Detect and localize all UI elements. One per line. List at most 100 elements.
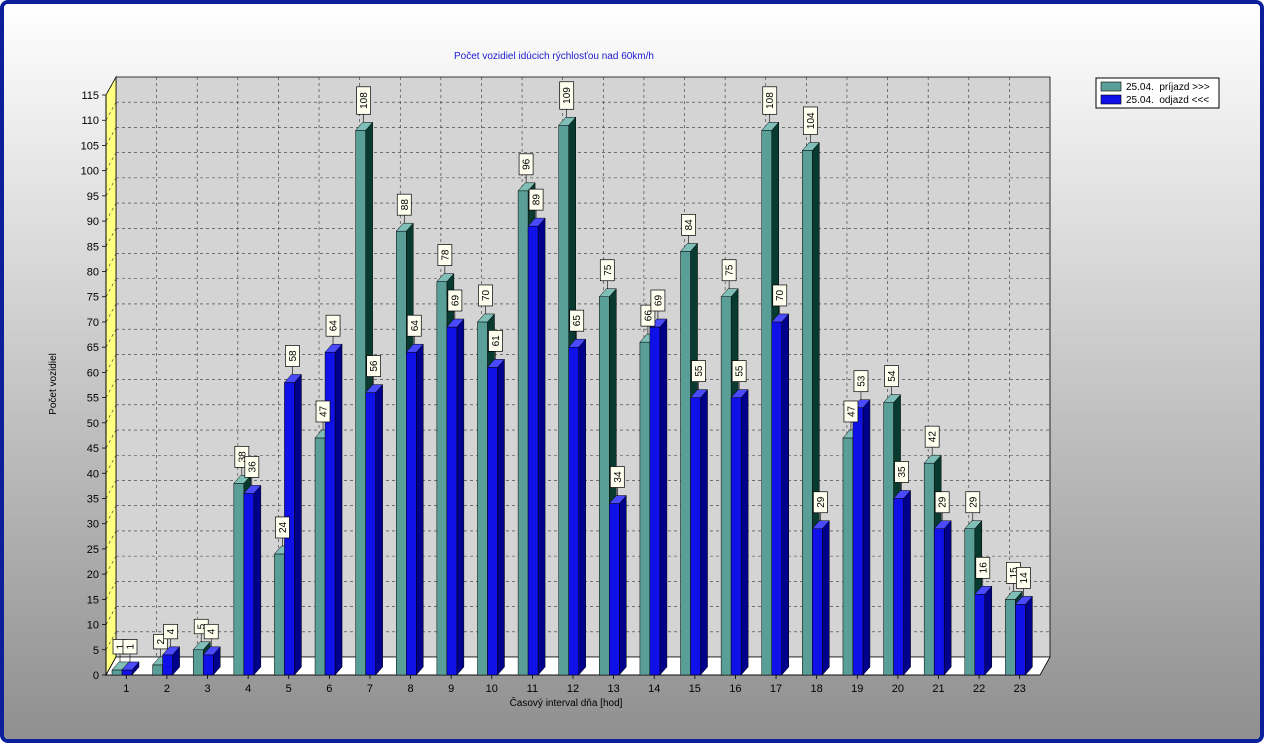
data-label-prijazd: 108: [765, 92, 776, 109]
y-tick-label: 70: [87, 317, 99, 329]
bar-prijazd: [720, 296, 732, 676]
bar-odjazd-side: [375, 383, 383, 676]
x-tick-label: 8: [408, 683, 414, 695]
bar-odjazd-top: [486, 359, 506, 368]
x-tick-label: 15: [689, 683, 701, 695]
bar-prijazd-top: [395, 222, 414, 232]
bar-odjazd-side: [740, 388, 749, 676]
y-tick-label: 45: [87, 443, 99, 455]
data-label-prijazd-box: [437, 244, 453, 266]
data-label-prijazd: 47: [319, 405, 330, 417]
y-tick-label: 55: [87, 393, 99, 405]
y-tick-label: 5: [93, 645, 99, 657]
bar-odjazd-side: [700, 388, 708, 676]
data-label-odjazd-box: [406, 314, 422, 337]
data-label-odjazd: 70: [775, 289, 786, 301]
data-label-odjazd-box: [975, 556, 991, 579]
data-label-odjazd: 64: [410, 320, 421, 332]
x-tick-label: 2: [164, 683, 170, 695]
data-label-prijazd: 47: [846, 405, 857, 417]
y-tick-label: 80: [87, 267, 99, 279]
data-label-prijazd: 84: [684, 219, 695, 231]
bar-odjazd-side: [578, 338, 586, 676]
data-label-prijazd: 2: [156, 638, 167, 644]
data-label-prijazd: 1: [116, 643, 127, 649]
bar-prijazd-top: [964, 520, 983, 529]
bar-prijazd: [233, 483, 245, 676]
y-tick-label: 0: [93, 670, 99, 682]
x-axis-title: Časový interval dňa [hod]: [510, 696, 623, 709]
bar-odjazd-top: [568, 338, 587, 348]
data-label-prijazd: 24: [278, 521, 289, 533]
data-label-prijazd: 29: [968, 496, 979, 508]
data-label-prijazd-box: [275, 516, 290, 539]
bar-prijazd: [680, 251, 691, 676]
data-label-odjazd-box: [731, 360, 747, 382]
bar-prijazd-top: [355, 122, 374, 131]
x-tick-label: 18: [811, 683, 823, 695]
bar-odjazd-side: [659, 318, 668, 676]
x-tick-label: 4: [245, 683, 251, 695]
data-label-prijazd: 109: [562, 87, 573, 104]
data-label-prijazd: 42: [928, 431, 939, 443]
bar-odjazd: [487, 367, 498, 676]
bar-odjazd: [162, 654, 173, 676]
data-label-odjazd: 35: [897, 466, 908, 478]
data-label-odjazd-box: [609, 466, 625, 488]
data-label-prijazd-box: [559, 81, 575, 110]
bar-odjazd-side: [253, 484, 262, 676]
data-label-prijazd: 70: [481, 289, 492, 301]
bar-odjazd: [121, 669, 133, 676]
data-label-odjazd: 89: [532, 194, 543, 206]
bar-odjazd: [730, 397, 742, 676]
data-label-odjazd-box: [366, 355, 382, 377]
data-label-prijazd-box: [762, 86, 778, 115]
y-tick-label: 85: [87, 241, 99, 253]
legend-swatch-prijazd: [1100, 81, 1122, 92]
bar-odjazd-side: [984, 585, 993, 676]
data-label-prijazd: 75: [603, 264, 614, 276]
y-tick-label: 75: [87, 292, 99, 304]
bar-odjazd: [690, 397, 701, 676]
legend: 25.04. príjazd >>> 25.04. odjazd <<<: [1095, 77, 1220, 109]
bar-prijazd: [842, 437, 854, 676]
y-tick-label: 100: [81, 166, 99, 178]
data-label-odjazd: 69: [450, 295, 461, 307]
data-label-odjazd: 55: [735, 365, 746, 377]
bar-odjazd-top: [689, 389, 709, 398]
bar-odjazd-side: [1025, 595, 1033, 676]
bar-prijazd: [802, 150, 813, 676]
data-label-odjazd: 34: [613, 471, 624, 483]
data-label-prijazd: 88: [400, 199, 411, 211]
bar-odjazd: [852, 407, 864, 676]
bar-odjazd: [609, 503, 620, 676]
bar-odjazd: [812, 528, 823, 676]
bar-odjazd-top: [446, 318, 465, 328]
data-label-odjazd: 61: [491, 335, 502, 347]
data-label-odjazd: 56: [369, 360, 380, 372]
bar-prijazd: [964, 528, 976, 676]
y-tick-label: 90: [87, 216, 99, 228]
x-tick-label: 9: [448, 683, 454, 695]
data-label-odjazd-box: [894, 461, 909, 483]
data-label-prijazd-box: [356, 86, 372, 115]
bar-prijazd-top: [720, 288, 739, 297]
bar-prijazd: [192, 649, 204, 676]
bar-prijazd-top: [801, 142, 820, 151]
bar-odjazd-side: [862, 399, 871, 676]
bar-odjazd-top: [933, 520, 952, 529]
data-label-odjazd: 69: [653, 295, 664, 307]
y-tick-label: 50: [87, 418, 99, 430]
bar-odjazd-side: [619, 494, 627, 676]
data-label-odjazd: 55: [694, 365, 705, 377]
data-label-prijazd-box: [721, 259, 737, 282]
bar-prijazd: [314, 437, 326, 676]
bar-odjazd-top: [893, 490, 912, 499]
bar-odjazd-side: [822, 520, 830, 676]
bar-prijazd-top: [923, 454, 942, 464]
bar-odjazd-side: [294, 373, 302, 676]
bar-odjazd-top: [283, 374, 302, 383]
bar-odjazd-top: [730, 389, 749, 398]
chart-title: Počet vozidiel idúcich rýchlosťou nad 60…: [454, 51, 654, 62]
data-label-odjazd-box: [569, 309, 585, 332]
